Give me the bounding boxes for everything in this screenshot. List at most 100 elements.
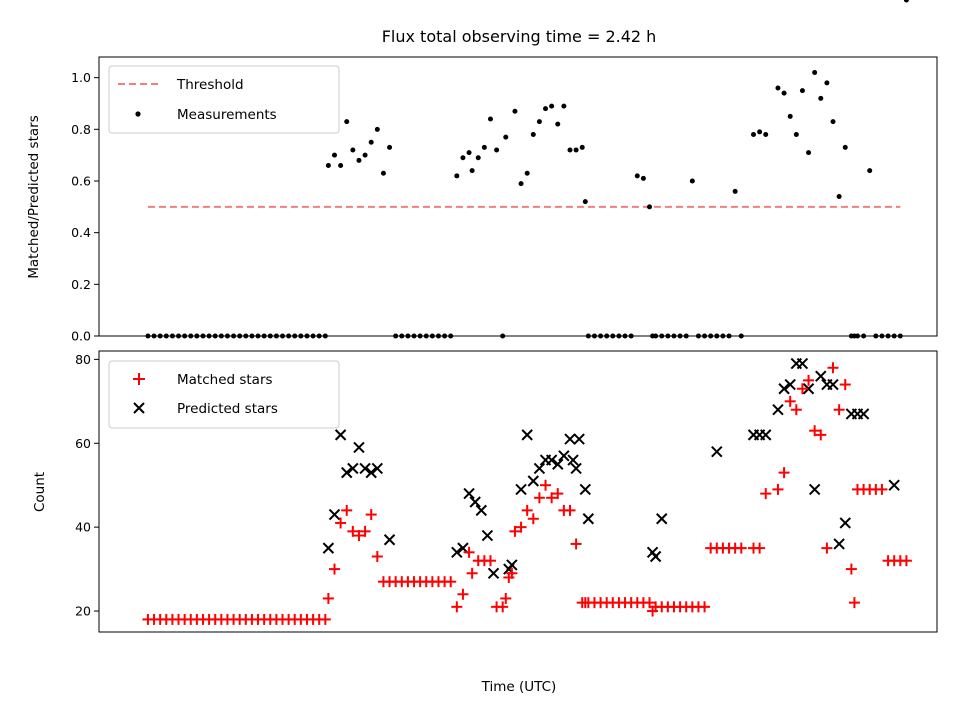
matched-point-96 [699, 601, 711, 613]
predicted-point-36 [711, 445, 723, 458]
bottom-y-tick-label-3: 80 [75, 352, 91, 367]
measurement-point-73 [582, 199, 588, 205]
predicted-point-41 [778, 383, 790, 395]
matched-point-66 [527, 513, 539, 525]
matched-point-51 [451, 601, 463, 613]
matched-point-110 [796, 383, 808, 395]
predicted-point-24 [545, 454, 558, 466]
predicted-point-2 [334, 429, 347, 441]
bottom-matched-points [142, 362, 912, 625]
predicted-point-8 [371, 462, 384, 475]
measurement-point-108 [799, 88, 805, 94]
top-y-ticks: 0.0 0.2 0.4 0.6 0.8 1.0 [71, 70, 99, 344]
predicted-point-45 [802, 383, 815, 395]
measurement-point-64 [530, 132, 536, 137]
measurement-point-35 [356, 157, 362, 163]
predicted-point-19 [515, 483, 527, 496]
measurement-point-39 [380, 170, 386, 176]
measurement-point-114 [836, 194, 842, 199]
matched-point-53 [463, 546, 475, 558]
predicted-point-55 [888, 479, 900, 491]
top-y-tick-label-4: 0.8 [71, 122, 91, 137]
measurement-point-99 [732, 188, 738, 194]
predicted-point-49 [827, 378, 839, 391]
matched-point-60 [500, 592, 512, 604]
matched-point-128 [900, 555, 912, 567]
legend-matched-label: Matched stars [177, 372, 273, 388]
matched-point-119 [848, 597, 860, 609]
top-legend: Threshold Measurements [108, 65, 340, 134]
measurement-point-30 [325, 163, 331, 168]
measurement-point-54 [469, 168, 475, 174]
measurement-point-104 [775, 85, 781, 91]
predicted-point-29 [570, 462, 582, 475]
measurement-point-109 [806, 150, 812, 156]
top-y-tick-label-2: 0.4 [71, 225, 91, 240]
predicted-point-51 [839, 517, 851, 529]
predicted-point-35 [656, 513, 668, 525]
matched-point-33 [341, 504, 353, 516]
matched-point-59 [497, 601, 509, 613]
matched-point-31 [328, 563, 340, 575]
legend-measurements-swatch [135, 111, 141, 117]
measurement-point-82 [634, 173, 640, 179]
predicted-point-1 [328, 508, 341, 521]
predicted-point-50 [833, 538, 845, 550]
matched-point-111 [803, 374, 815, 386]
matched-point-54 [466, 567, 478, 579]
predicted-point-32 [582, 513, 595, 525]
matched-point-102 [735, 542, 747, 554]
measurement-point-84 [647, 204, 653, 210]
measurement-point-52 [460, 155, 466, 161]
measurement-point-55 [475, 155, 481, 161]
bottom-y-axis-label: Count [32, 472, 48, 512]
predicted-point-26 [558, 450, 570, 462]
predicted-point-40 [772, 404, 784, 416]
predicted-point-20 [521, 429, 533, 441]
measurement-point-61 [512, 108, 518, 114]
measurement-point-58 [494, 147, 500, 153]
matched-point-38 [371, 551, 383, 563]
measurement-point-107 [793, 132, 799, 137]
predicted-point-30 [573, 433, 585, 445]
matched-point-69 [546, 492, 558, 504]
matched-point-29 [319, 613, 331, 625]
bottom-y-tick-label-2: 60 [75, 436, 91, 451]
measurement-point-62 [518, 181, 524, 187]
predicted-point-46 [808, 483, 821, 496]
matched-point-63 [509, 525, 521, 537]
matched-point-35 [353, 530, 365, 542]
measurement-point-72 [579, 144, 585, 150]
matched-point-34 [347, 525, 359, 537]
matched-point-32 [335, 517, 347, 529]
measurement-point-57 [487, 116, 493, 122]
measurement-point-111 [818, 95, 824, 101]
measurement-point-66 [543, 106, 549, 112]
predicted-point-25 [552, 458, 564, 470]
top-panel: 0.0 0.2 0.4 0.6 0.8 1.0 Matched/Predicted sta… [26, 0, 938, 344]
top-panel-frame [98, 56, 938, 337]
matched-point-104 [754, 542, 766, 554]
matched-point-72 [564, 504, 576, 516]
matched-point-64 [515, 521, 527, 533]
predicted-point-16 [487, 567, 500, 579]
predicted-point-5 [353, 441, 365, 454]
measurement-point-33 [344, 119, 350, 125]
bottom-legend-box [108, 360, 340, 429]
matched-point-106 [772, 483, 784, 495]
matched-point-116 [833, 404, 845, 416]
matched-point-117 [839, 379, 851, 391]
legend-threshold-label: Threshold [176, 77, 244, 93]
top-y-tick-label-0: 0.0 [71, 329, 91, 344]
top-measurement-points [145, 0, 909, 339]
measurement-point-101 [750, 132, 756, 137]
bottom-y-tick-label-0: 20 [75, 604, 91, 619]
matched-point-124 [876, 483, 888, 495]
predicted-point-42 [784, 378, 796, 391]
matched-point-70 [552, 488, 564, 500]
measurement-point-31 [331, 152, 337, 158]
matched-point-113 [815, 429, 827, 441]
predicted-point-9 [383, 534, 396, 546]
predicted-point-27 [564, 433, 576, 445]
matched-point-107 [778, 467, 790, 479]
